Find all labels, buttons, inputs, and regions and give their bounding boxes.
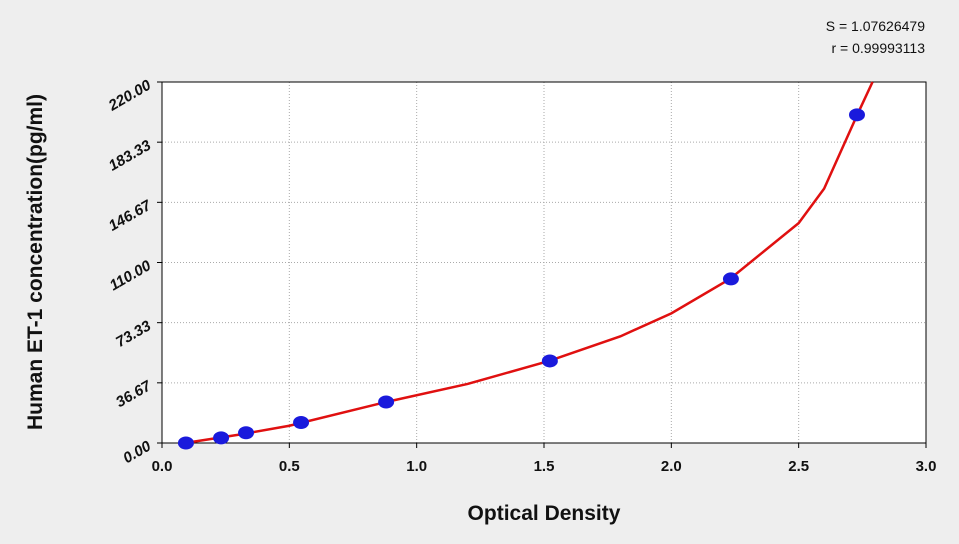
data-point [378,395,395,409]
x-axis-label: Optical Density [468,502,621,525]
x-tick-label: 2.5 [788,458,809,475]
y-tick-label: 220.00 [105,76,155,114]
y-tick-label: 110.00 [107,257,155,294]
x-tick-label: 2.0 [661,458,682,475]
x-tick-label: 3.0 [916,458,937,475]
y-tick-label: 0.00 [120,437,154,467]
data-point [722,272,739,286]
data-point [293,415,310,429]
data-point [213,431,230,445]
annotation: S = 1.07626479 [826,18,925,34]
fit-curve [184,81,874,445]
x-tick-label: 1.0 [406,458,427,475]
y-tick-label: 146.67 [106,197,155,235]
y-tick-label: 36.67 [113,377,155,411]
y-tick-label: 73.33 [113,317,155,351]
data-point [238,426,255,440]
x-tick-label: 0.5 [279,458,300,475]
y-tick-label: 183.33 [106,137,155,175]
x-tick-label: 0.0 [152,458,173,475]
data-point [848,108,865,122]
annotation: r = 0.99993113 [831,40,925,56]
data-point [541,354,558,368]
data-point [177,436,194,450]
x-tick-label: 1.5 [534,458,555,475]
y-axis-label: Human ET-1 concentration(pg/ml) [24,94,47,430]
plot-border [161,81,927,444]
